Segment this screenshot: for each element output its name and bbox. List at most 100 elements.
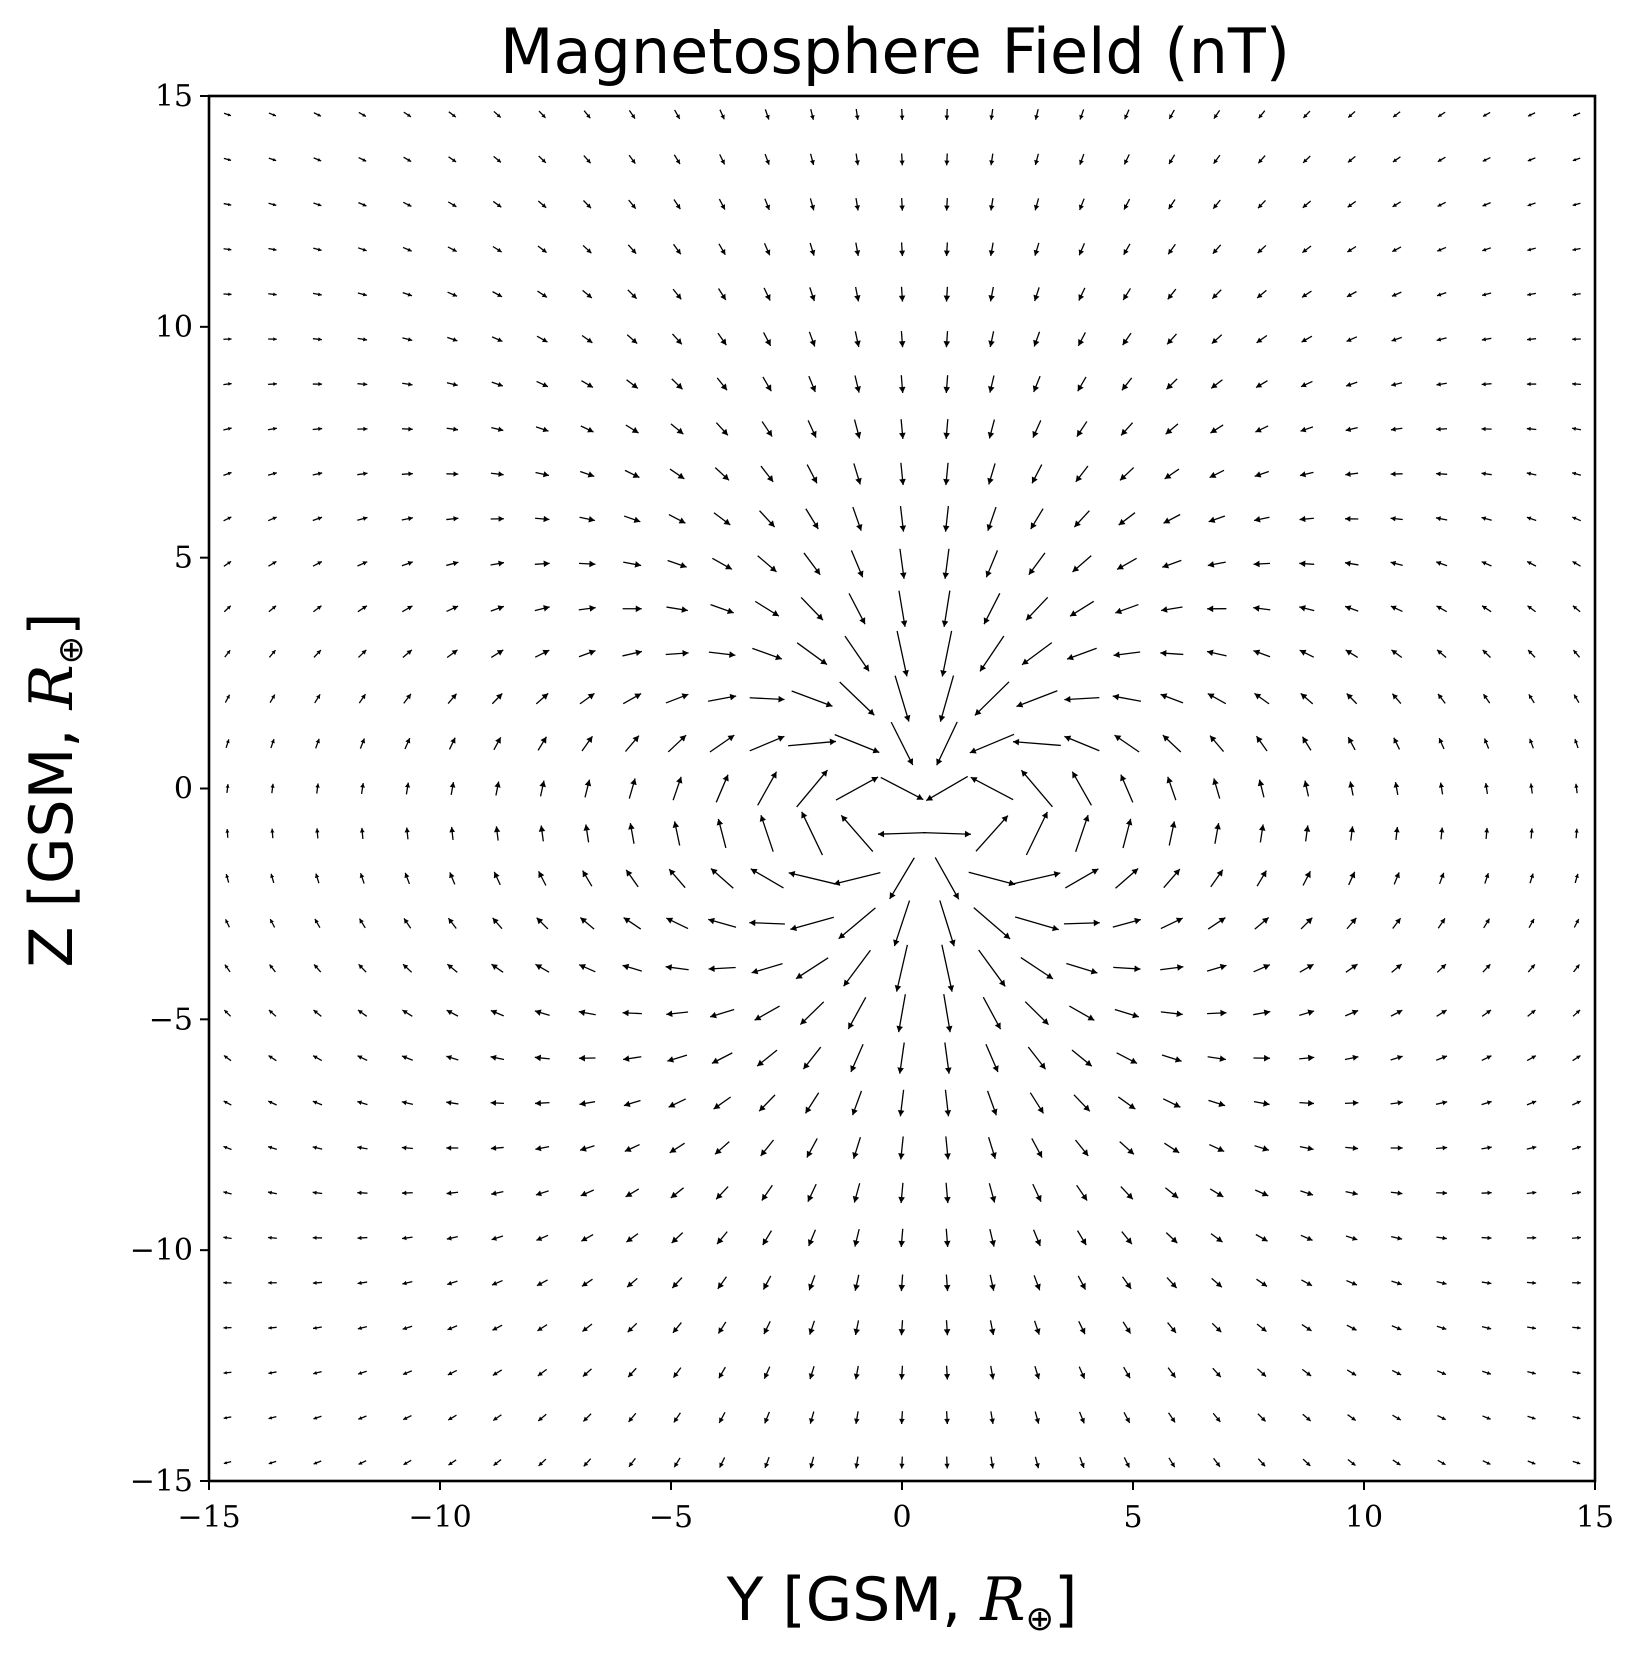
field-arrow-head xyxy=(270,873,275,879)
field-arrow-head xyxy=(859,617,866,625)
field-arrow-head xyxy=(727,735,735,742)
field-arrow xyxy=(1436,649,1447,659)
field-arrow-head xyxy=(676,427,684,435)
field-arrow xyxy=(448,111,457,118)
field-arrow xyxy=(1572,1235,1581,1240)
field-arrow-head xyxy=(363,382,368,387)
field-arrow-head xyxy=(1395,918,1401,924)
field-arrow-head xyxy=(1481,516,1487,521)
field-arrow-head xyxy=(940,669,947,677)
field-arrow xyxy=(1074,1139,1089,1157)
field-arrow xyxy=(979,635,1005,672)
field-arrow xyxy=(1390,1190,1403,1196)
field-arrow-head xyxy=(492,917,499,925)
field-arrow xyxy=(1303,825,1311,842)
field-arrow-head xyxy=(1264,1054,1271,1062)
field-arrow xyxy=(1112,693,1142,702)
field-arrow-head xyxy=(970,777,978,784)
field-arrow xyxy=(1034,109,1039,120)
field-arrow xyxy=(1073,1094,1091,1112)
field-arrow-head xyxy=(897,1109,905,1117)
field-arrow-head xyxy=(669,1146,677,1153)
field-arrow-head xyxy=(535,1099,541,1107)
field-arrow xyxy=(1391,381,1403,387)
field-arrow xyxy=(758,1094,776,1112)
field-arrow-head xyxy=(1170,1372,1176,1378)
field-arrow xyxy=(357,1009,368,1017)
field-arrow-head xyxy=(584,779,592,787)
field-arrow xyxy=(710,868,734,889)
field-arrow xyxy=(312,1235,323,1240)
field-arrow-head xyxy=(1530,964,1535,969)
field-arrow-head xyxy=(446,1190,452,1196)
field-arrow xyxy=(1436,1145,1448,1151)
field-arrow-head xyxy=(1254,516,1261,523)
field-arrow-head xyxy=(402,1371,408,1375)
field-arrow xyxy=(490,1009,504,1017)
field-arrow xyxy=(788,870,836,885)
field-arrow xyxy=(223,1145,232,1151)
field-arrow-head xyxy=(671,1236,679,1244)
field-arrow xyxy=(854,242,861,257)
field-arrow xyxy=(1391,649,1403,659)
field-arrow xyxy=(357,1190,368,1196)
field-arrow xyxy=(1574,873,1579,884)
field-arrow-shaft xyxy=(889,857,915,900)
field-arrow xyxy=(1436,426,1448,432)
field-arrow-head xyxy=(583,1416,589,1422)
field-arrow xyxy=(1255,425,1269,433)
field-arrow xyxy=(1302,245,1312,254)
field-arrow xyxy=(1024,1001,1050,1026)
field-arrow-shaft xyxy=(877,832,927,835)
field-arrow-head xyxy=(1041,811,1048,819)
x-tick-label: −5 xyxy=(649,1500,693,1535)
field-arrow-head xyxy=(1436,381,1441,387)
field-arrow-head xyxy=(317,561,322,566)
field-arrow xyxy=(1390,1100,1403,1106)
field-arrow xyxy=(1344,1054,1359,1061)
field-arrow-shaft xyxy=(791,690,833,707)
field-arrow xyxy=(357,1100,368,1106)
field-arrow xyxy=(446,1235,458,1241)
field-arrow-shaft xyxy=(890,721,914,766)
field-arrow xyxy=(446,649,458,659)
field-arrow xyxy=(717,288,727,301)
field-arrow-head xyxy=(757,1059,764,1067)
field-arrow-head xyxy=(315,783,320,788)
field-arrow-head xyxy=(1253,649,1261,656)
field-arrow-head xyxy=(1260,870,1267,878)
field-arrow-head xyxy=(1575,964,1580,969)
field-arrow xyxy=(1344,605,1359,612)
field-arrow-head xyxy=(1218,1100,1226,1108)
field-arrow xyxy=(672,1322,682,1334)
field-arrow xyxy=(223,1280,232,1285)
field-arrow-head xyxy=(1481,561,1487,566)
field-arrow xyxy=(854,153,860,166)
field-arrow xyxy=(1063,919,1100,927)
field-arrow-shaft xyxy=(801,811,824,856)
field-arrow xyxy=(1160,693,1184,704)
field-arrow xyxy=(1164,1142,1180,1154)
field-arrow xyxy=(223,560,232,567)
field-arrow xyxy=(1257,1413,1267,1422)
field-arrow-head xyxy=(673,1372,679,1378)
field-arrow xyxy=(313,605,322,613)
field-arrow-head xyxy=(361,694,366,700)
field-arrow xyxy=(315,828,320,839)
field-arrow-head xyxy=(764,339,771,346)
field-arrow xyxy=(579,516,596,523)
field-arrow-head xyxy=(1526,471,1532,476)
field-arrow xyxy=(537,200,547,209)
field-arrow-head xyxy=(1436,516,1441,522)
field-arrow-head xyxy=(1306,1371,1312,1376)
field-arrow xyxy=(1528,918,1535,929)
field-arrow xyxy=(225,739,230,748)
field-arrow xyxy=(1572,649,1581,658)
field-arrow xyxy=(446,426,459,432)
field-arrow xyxy=(988,1183,997,1203)
field-arrow xyxy=(1206,963,1227,972)
field-arrow-head xyxy=(765,384,772,392)
field-arrow xyxy=(268,1371,277,1375)
field-arrow-head xyxy=(1576,1416,1581,1420)
field-arrow xyxy=(1078,1366,1086,1379)
